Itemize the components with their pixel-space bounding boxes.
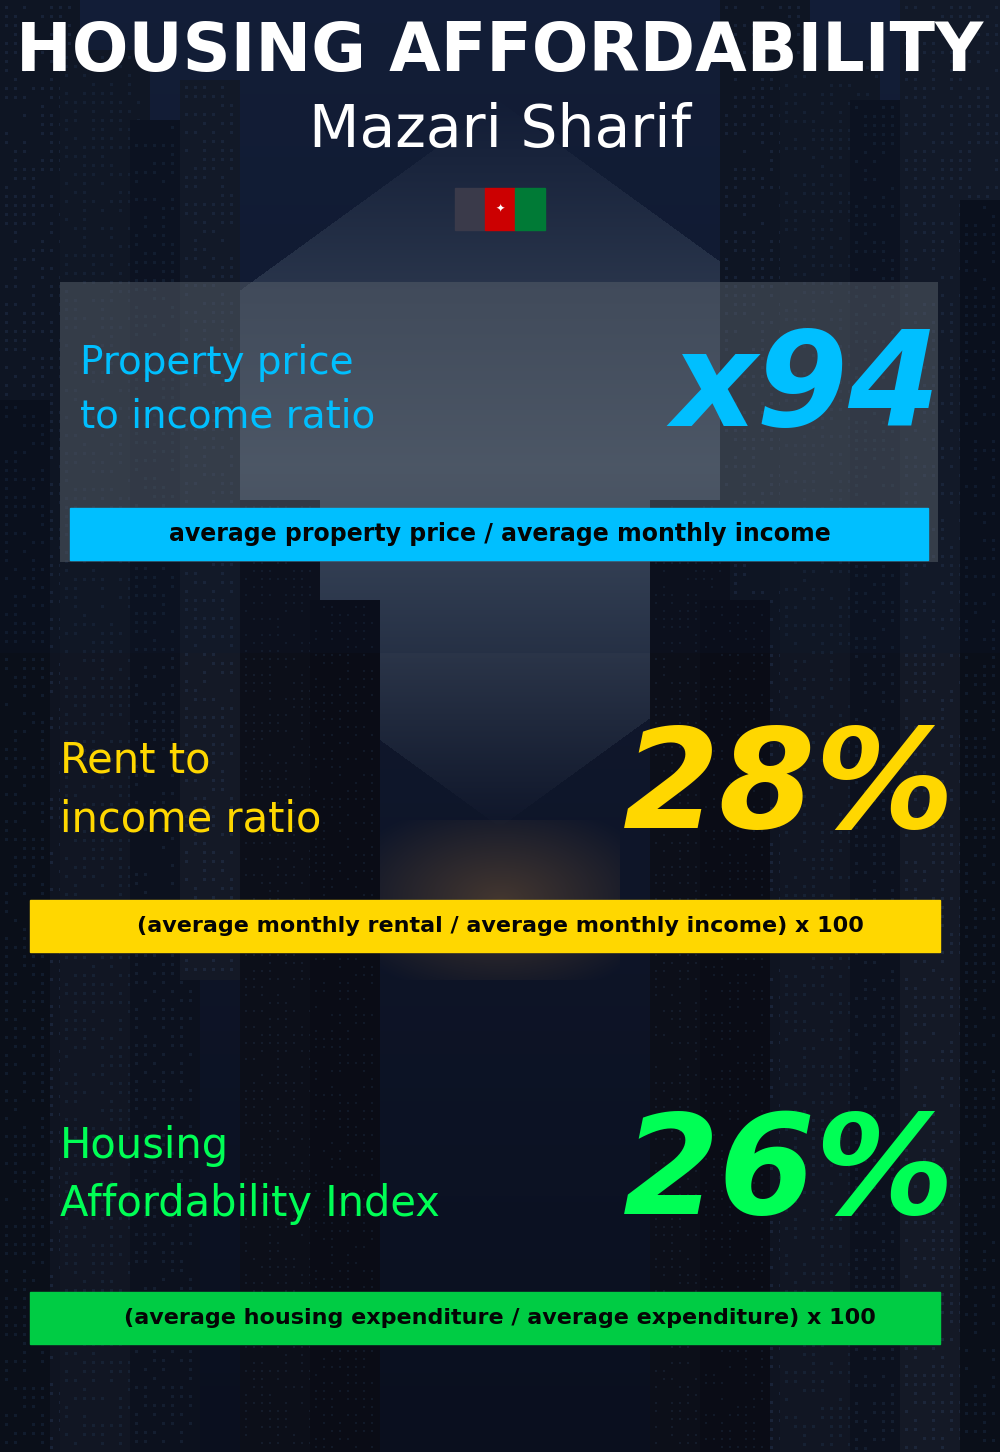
Text: Rent to
income ratio: Rent to income ratio bbox=[60, 739, 321, 841]
Text: 28%: 28% bbox=[623, 723, 955, 858]
Text: average property price / average monthly income: average property price / average monthly… bbox=[169, 523, 831, 546]
Bar bbox=[455, 187, 485, 229]
Text: 26%: 26% bbox=[623, 1108, 955, 1243]
Text: Mazari Sharif: Mazari Sharif bbox=[309, 102, 691, 158]
Text: ✦: ✦ bbox=[495, 203, 505, 213]
Text: Housing
Affordability Index: Housing Affordability Index bbox=[60, 1125, 440, 1225]
Bar bbox=[515, 187, 545, 229]
Text: (average housing expenditure / average expenditure) x 100: (average housing expenditure / average e… bbox=[124, 1308, 876, 1329]
Text: (average monthly rental / average monthly income) x 100: (average monthly rental / average monthl… bbox=[137, 916, 863, 937]
Text: HOUSING AFFORDABILITY: HOUSING AFFORDABILITY bbox=[16, 19, 984, 86]
Bar bbox=[30, 1292, 940, 1345]
Text: Property price
to income ratio: Property price to income ratio bbox=[80, 344, 375, 436]
FancyBboxPatch shape bbox=[60, 282, 938, 562]
Text: x94: x94 bbox=[671, 327, 940, 453]
Bar bbox=[30, 900, 940, 953]
Bar bbox=[485, 187, 515, 229]
Bar bbox=[70, 508, 928, 560]
